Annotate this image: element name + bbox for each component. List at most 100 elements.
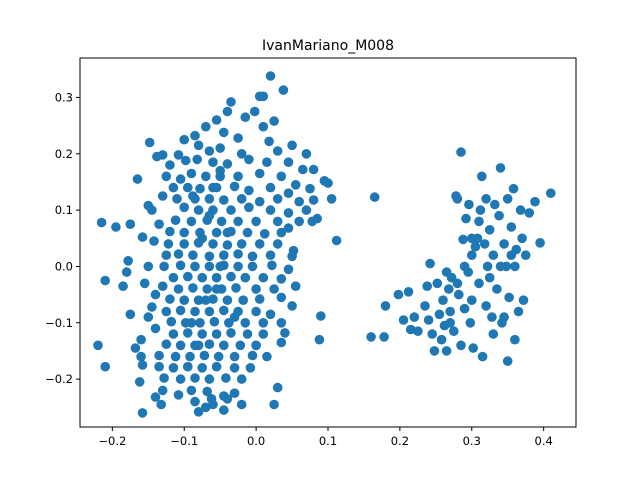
data-point [393,289,404,300]
plot-frame [79,57,577,428]
data-point [183,271,193,282]
data-point [258,318,269,328]
data-point [190,373,200,383]
data-point [144,137,155,148]
data-point [456,340,466,351]
data-point [294,196,305,207]
data-point [215,261,225,272]
data-point [183,361,193,372]
data-point [161,339,172,350]
data-point [515,205,526,215]
data-point [219,405,229,415]
data-point [179,295,189,306]
data-point [445,306,456,317]
data-point [474,278,484,289]
data-point [235,340,246,351]
data-point [290,180,301,190]
data-point [173,390,184,400]
data-point [168,182,179,193]
data-point [190,396,200,407]
data-point [157,385,168,396]
data-point [204,339,215,350]
data-point [272,146,283,156]
data-point [175,340,186,351]
data-point [201,295,211,306]
data-point [265,182,276,193]
data-point [173,249,184,259]
data-point [165,294,175,304]
data-point [481,194,491,204]
data-point [93,340,103,351]
data-point [467,250,477,260]
data-point [530,196,540,207]
data-point [215,165,225,176]
data-point [331,235,342,246]
data-point [441,267,452,277]
data-point [147,302,157,312]
data-point [316,311,326,321]
data-point [183,182,193,193]
data-point [258,121,269,132]
data-point [186,385,197,396]
data-point [398,315,409,325]
data-point [244,202,254,213]
data-point [432,278,443,289]
data-point [137,360,148,370]
data-point [420,301,430,311]
data-point [438,295,448,306]
data-point [143,312,154,322]
data-point [208,182,218,193]
data-point [204,210,215,221]
data-point [219,127,229,138]
data-point [413,326,423,337]
data-point [130,343,141,353]
data-point [229,388,240,399]
data-point [247,261,258,272]
data-point [150,392,161,402]
data-point [314,334,325,345]
data-point [204,374,215,384]
data-point [283,157,294,167]
data-point [193,295,204,306]
data-point [229,351,240,362]
data-points [93,71,556,418]
data-point [204,251,215,262]
data-point [265,205,276,215]
data-point [456,147,466,157]
data-point [165,160,175,170]
data-point [245,363,256,373]
data-point [326,194,337,204]
data-point [524,208,535,218]
y-tick-label: 0.2 [55,147,73,161]
data-point [185,351,195,362]
data-point [244,154,254,165]
data-point [427,329,438,339]
data-point [506,250,517,260]
data-point [307,216,318,227]
data-point [163,239,174,249]
data-point [305,183,315,194]
data-point [236,374,247,384]
data-point [240,272,251,283]
data-point [219,340,229,351]
data-point [149,236,159,246]
x-axis: −0.2 −0.1 0.0 0.1 0.2 0.3 0.4 [98,427,553,448]
data-point [444,284,454,294]
data-point [251,284,261,294]
data-point [254,294,265,304]
data-point [269,399,279,410]
data-point [226,328,236,338]
data-point [484,272,495,283]
data-point [283,208,294,218]
data-point [510,334,520,345]
data-point [193,140,204,151]
data-point [238,295,248,306]
data-point [229,181,240,192]
data-point [283,223,294,233]
data-point [233,261,243,272]
data-point [204,146,215,156]
data-point [221,373,231,383]
data-point [208,399,218,410]
data-point [290,281,301,292]
